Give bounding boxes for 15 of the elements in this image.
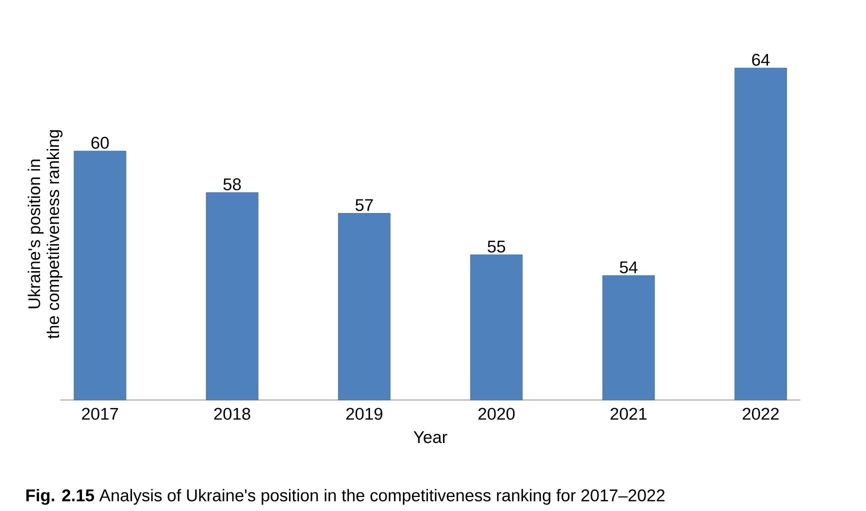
data-label: 60 [91,136,109,149]
x-tick-label: 2021 [610,408,647,420]
text: Fig. 2.15 Analysis of Ukraine's position in the competitiveness ranking for 2017–2022 [26,488,665,505]
y-axis-title: Ukraine's position in the competitiveness ranking [28,130,62,339]
data-label: 54 [620,261,638,274]
x-tick-label: 2017 [82,408,118,420]
data-label: 57 [356,199,373,212]
x-tick-label: 2022 [742,408,779,420]
data-label: 64 [752,54,770,66]
data-label: 55 [488,240,506,253]
data-label: 58 [223,178,241,190]
x-tick-label: 2020 [478,408,515,420]
x-tick-label: 2019 [346,408,382,420]
x-axis-title: Year [414,431,448,444]
x-tick-label: 2018 [214,408,250,420]
